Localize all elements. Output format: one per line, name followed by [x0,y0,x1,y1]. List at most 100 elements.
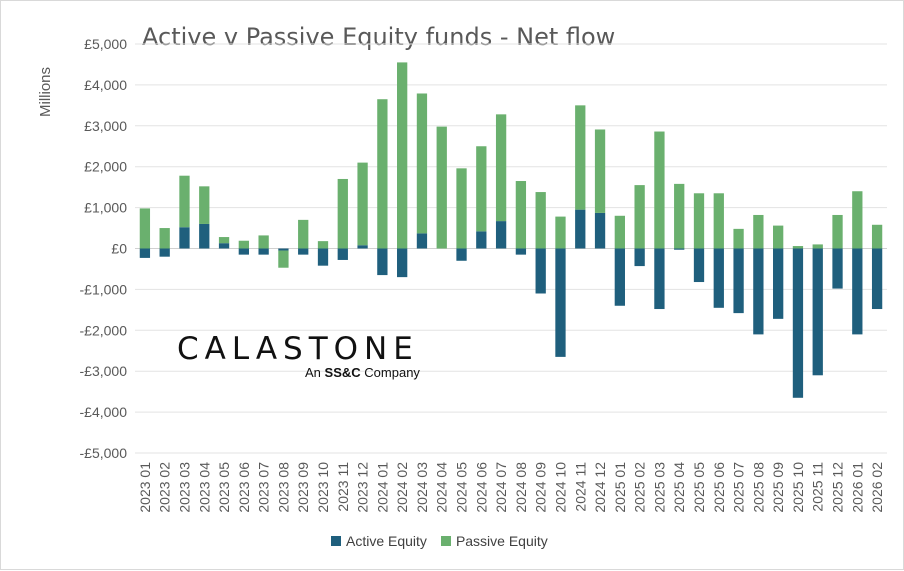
bar-passive-2024-09 [535,192,546,249]
bar-active-2023-10 [317,248,329,266]
bar-active-2023-12 [357,245,368,249]
x-tick-label: 2024 03 [414,462,430,513]
bar-active-2025-03 [654,248,665,310]
x-tick-label: 2023 03 [176,462,192,513]
bar-passive-2025-11 [812,244,823,249]
bar-active-2026-01 [852,248,863,335]
bar-passive-2023-10 [317,241,329,249]
x-tick-label: 2024 02 [394,462,410,513]
bar-passive-2026-01 [852,191,863,249]
bar-active-2025-04 [674,248,685,250]
logo-wordmark: CALASTONE [177,331,419,367]
x-tick-label: 2025 02 [632,462,648,513]
logo-tagline-prefix: An [305,365,321,380]
bar-passive-2025-03 [654,131,665,249]
bar-passive-2024-05 [456,168,467,249]
x-tick-label: 2026 02 [869,462,885,513]
bar-active-2023-02 [159,248,170,257]
logo-tagline-suffix: Company [364,365,420,380]
bar-passive-2024-12 [594,129,606,213]
bar-active-2023-01 [139,248,151,258]
y-tick-label: -£1,000 [80,281,128,297]
x-tick-label: 2024 11 [572,462,588,512]
bar-passive-2023-11 [337,178,348,249]
y-tick-label: £1,000 [84,200,127,216]
x-tick-label: 2025 04 [671,462,687,513]
legend-item-active: Active Equity [331,533,427,549]
x-tick-label: 2025 09 [770,462,786,513]
y-tick-labels: £5,000 £4,000 £3,000 £2,000 £1,000 £0 -£1,000 -… [80,36,128,461]
chart-title: Active v Passive Equity funds - Net flow [142,23,616,51]
bar-active-2024-12 [594,212,606,249]
y-tick-label: -£5,000 [80,445,128,461]
bar-active-2024-03 [416,233,428,249]
x-tick-labels: 2023 01 2023 02 2023 03 2023 04 2023 05 2023 … [137,462,885,513]
x-tick-label: 2023 11 [335,462,351,512]
x-tick-label: 2023 02 [157,462,173,513]
bar-passive-2025-06 [713,193,724,249]
x-tick-label: 2023 05 [216,462,232,513]
bar-active-2023-11 [337,248,348,260]
legend-swatch-passive [440,536,451,546]
x-tick-label: 2025 05 [691,462,707,513]
bar-active-2024-08 [515,248,527,255]
bar-active-2024-09 [535,248,546,294]
x-tick-label: 2024 05 [454,462,470,513]
bar-active-2025-01 [614,248,625,306]
legend: Active Equity Passive Equity [331,533,562,549]
bar-passive-2024-06 [476,146,487,232]
bar-passive-2025-10 [792,246,804,249]
x-tick-label: 2024 10 [552,462,568,513]
bar-passive-2025-05 [693,193,705,249]
y-tick-label: £3,000 [84,118,127,134]
x-tick-label: 2023 01 [137,462,153,513]
bar-active-2025-08 [753,248,764,335]
gridlines [135,43,887,454]
bar-passive-2024-01 [377,99,388,249]
x-tick-label: 2024 07 [493,462,509,513]
bar-passive-2023-12 [357,162,368,246]
x-tick-label: 2025 11 [810,462,826,512]
x-tick-label: 2023 04 [196,462,212,513]
y-tick-label: -£4,000 [80,404,128,420]
x-tick-label: 2023 12 [355,462,371,513]
bar-active-2025-02 [634,248,645,267]
x-tick-label: 2025 01 [612,462,628,513]
bar-active-2025-11 [812,248,823,376]
bar-active-2025-05 [693,248,705,283]
bar-active-2023-03 [179,227,190,249]
bar-active-2023-07 [258,248,269,255]
bar-passive-2023-02 [159,228,170,249]
y-tick-label: £5,000 [84,36,127,52]
bar-passive-2023-04 [199,186,210,224]
bar-passive-2024-04 [436,126,447,249]
logo-tagline: An SS&C Company [305,365,420,380]
bar-passive-2023-09 [298,219,309,249]
x-tick-label: 2025 08 [750,462,766,513]
bar-active-2025-12 [832,248,843,289]
bar-passive-2025-08 [753,214,764,249]
bar-passive-2024-02 [397,62,408,249]
x-tick-label: 2023 07 [256,462,272,513]
bar-active-2024-06 [476,231,487,249]
y-tick-label: £2,000 [84,159,127,175]
bar-passive-2025-09 [773,225,784,249]
x-tick-label: 2024 08 [513,462,529,513]
bar-active-2025-10 [792,248,804,398]
bar-active-2024-07 [495,221,507,249]
x-tick-label: 2024 01 [374,462,390,513]
bar-active-2023-09 [298,248,309,255]
x-tick-label: 2023 08 [275,462,291,513]
bar-active-2023-08 [278,248,289,251]
x-tick-label: 2025 12 [830,462,846,513]
bar-passive-2024-03 [416,93,428,234]
bar-active-2024-10 [555,248,566,357]
x-tick-label: 2025 10 [790,462,806,513]
x-tick-label: 2024 09 [533,462,549,513]
bar-passive-2025-04 [674,183,685,249]
legend-label-active: Active Equity [346,533,427,549]
y-tick-label: £4,000 [84,77,127,93]
bar-passive-2025-12 [832,214,843,249]
bar-passive-2023-05 [218,237,230,244]
